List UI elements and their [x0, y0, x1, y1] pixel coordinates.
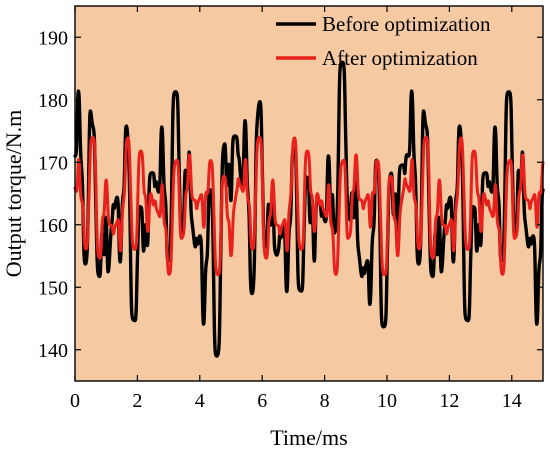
y-tick-label: 170: [38, 152, 68, 174]
legend: Before optimization After optimization: [276, 12, 491, 70]
x-tick-label: 10: [377, 390, 397, 412]
x-tick-label: 12: [439, 390, 459, 412]
series-line-after: [73, 135, 545, 277]
series-line-before: [73, 60, 545, 358]
legend-label-before: Before optimization: [322, 12, 491, 36]
x-tick-label: 6: [257, 390, 267, 412]
y-tick-label: 190: [38, 27, 68, 49]
ticks-layer: 0 2 4 6 8 10 12 14 140 150 160 170 180 190: [38, 6, 543, 412]
y-tick-label: 150: [38, 277, 68, 299]
x-axis-label: Time/ms: [270, 425, 347, 450]
plot-frame: [74, 5, 544, 382]
series-layer: [73, 60, 545, 358]
y-tick-label: 140: [38, 340, 68, 362]
x-tick-label: 2: [132, 390, 142, 412]
x-tick-label: 0: [70, 390, 80, 412]
y-axis-label: Output torque/N.m: [1, 110, 26, 277]
x-tick-label: 4: [195, 390, 205, 412]
y-tick-label: 180: [38, 90, 68, 112]
y-tick-label: 160: [38, 215, 68, 237]
x-tick-label: 14: [502, 390, 522, 412]
x-tick-label: 8: [320, 390, 330, 412]
legend-label-after: After optimization: [322, 46, 478, 70]
